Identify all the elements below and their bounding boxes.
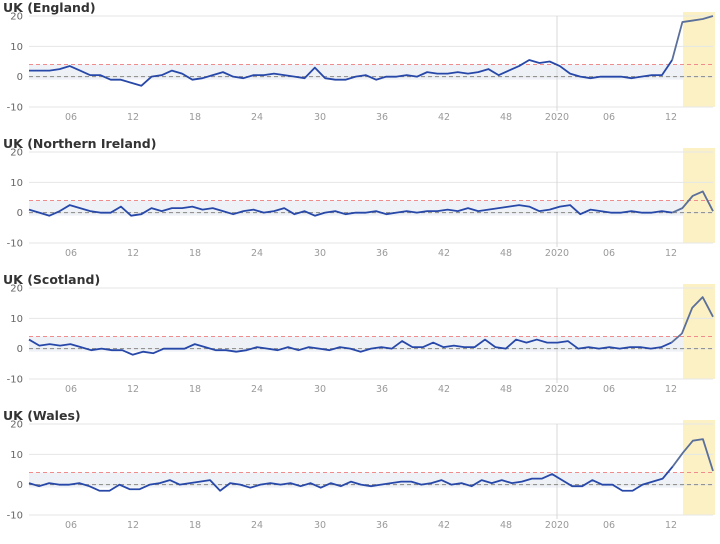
- x-tick-label: 48: [500, 520, 512, 531]
- x-tick-label: 06: [603, 112, 615, 123]
- series-line: [29, 59, 673, 87]
- y-tick-label: -10: [7, 239, 23, 250]
- y-tick-label: -10: [7, 511, 23, 522]
- panel-northern-ireland: UK (Northern Ireland) -10 0 10 20 06 12 18 24 30…: [0, 136, 720, 272]
- y-tick-label: -10: [7, 103, 23, 114]
- x-tick-label: 42: [438, 112, 450, 123]
- x-tick-label: 12: [665, 248, 677, 259]
- x-tick-label: 24: [251, 248, 263, 259]
- x-tick-label: 06: [65, 520, 77, 531]
- series-line-recent: [671, 190, 714, 214]
- x-tick-label: 48: [500, 384, 512, 395]
- panel-scotland: UK (Scotland) -10 0 10 20 06 12 18 24 30 36 42 48 20…: [0, 272, 720, 408]
- x-tick-label: 2020: [545, 112, 569, 123]
- y-tick-label: 10: [10, 450, 23, 461]
- baseline-band: [29, 200, 713, 216]
- panel-title: UK (Scotland): [3, 272, 101, 287]
- y-tick-label: 20: [10, 284, 23, 295]
- x-tick-label: 42: [438, 384, 450, 395]
- x-tick-label: 30: [314, 112, 326, 123]
- baseline-band: [29, 472, 713, 488]
- x-tick-label: 42: [438, 520, 450, 531]
- x-tick-label: 2020: [545, 520, 569, 531]
- panel-wales: UK (Wales) -10 0 10 20 06 12 18 24 30 36 42 48 2020 0…: [0, 408, 720, 544]
- y-tick-label: 20: [10, 420, 23, 431]
- x-tick-label: 12: [665, 384, 677, 395]
- y-tick-label: 20: [10, 12, 23, 23]
- x-tick-label: 18: [189, 248, 201, 259]
- chart-wales: -10 0 10 20 06 12 18 24 30 36 42 48 2020 06 12: [7, 420, 715, 531]
- y-tick-label: 0: [17, 72, 23, 83]
- x-tick-label: 06: [65, 384, 77, 395]
- highlight-region: [683, 420, 715, 515]
- x-tick-label: 24: [251, 520, 263, 531]
- x-tick-label: 12: [127, 112, 139, 123]
- chart-england: -10 0 10 20 06 12 18 24 30 36 42 48 2020 06 12: [7, 12, 715, 123]
- chart-scotland: -10 0 10 20 06 12 18 24 30 36 42 48 2020 06 12: [7, 284, 715, 395]
- x-tick-label: 36: [376, 384, 388, 395]
- x-tick-label: 30: [314, 384, 326, 395]
- x-tick-label: 2020: [545, 384, 569, 395]
- series-line: [28, 338, 672, 356]
- chart-northern-ireland: -10 0 10 20 06 12 18 24 30 36 42 48 2020 06 12: [7, 148, 715, 259]
- x-tick-label: 42: [438, 248, 450, 259]
- x-tick-label: 36: [376, 112, 388, 123]
- series-line-recent: [671, 15, 714, 61]
- x-tick-label: 48: [500, 248, 512, 259]
- series-line-recent: [672, 438, 714, 472]
- x-tick-label: 36: [376, 248, 388, 259]
- x-tick-label: 12: [127, 520, 139, 531]
- series-line: [28, 204, 673, 217]
- y-tick-label: 0: [17, 480, 23, 491]
- highlight-region: [683, 284, 715, 379]
- x-tick-label: 24: [251, 112, 263, 123]
- y-tick-label: 20: [10, 148, 23, 159]
- x-tick-label: 06: [603, 520, 615, 531]
- x-tick-label: 30: [314, 248, 326, 259]
- highlight-region: [683, 148, 715, 243]
- series-line: [28, 465, 674, 492]
- x-tick-label: 06: [65, 112, 77, 123]
- highlight-region: [683, 12, 715, 107]
- x-tick-label: 12: [127, 248, 139, 259]
- panel-england: UK (England) -10 0 10 20 06 12 18 24 30 36 42 48 202…: [0, 0, 720, 136]
- y-tick-label: 10: [10, 42, 23, 53]
- y-tick-label: 10: [10, 178, 23, 189]
- y-tick-label: 10: [10, 314, 23, 325]
- x-tick-label: 18: [189, 112, 201, 123]
- panel-title: UK (Wales): [3, 408, 81, 423]
- panel-title: UK (Northern Ireland): [3, 136, 157, 151]
- y-tick-label: -10: [7, 375, 23, 386]
- x-tick-label: 24: [251, 384, 263, 395]
- x-tick-label: 18: [189, 520, 201, 531]
- baseline-band: [29, 64, 713, 80]
- x-tick-label: 18: [189, 384, 201, 395]
- series-line-recent: [670, 296, 714, 344]
- x-tick-label: 30: [314, 520, 326, 531]
- x-tick-label: 48: [500, 112, 512, 123]
- x-tick-label: 06: [603, 384, 615, 395]
- x-tick-label: 06: [65, 248, 77, 259]
- x-tick-label: 12: [665, 520, 677, 531]
- x-tick-label: 36: [376, 520, 388, 531]
- y-tick-label: 0: [17, 344, 23, 355]
- charts-container: UK (England) -10 0 10 20 06 12 18 24 30 36 42 48 202…: [0, 0, 720, 531]
- x-tick-label: 12: [127, 384, 139, 395]
- y-tick-label: 0: [17, 208, 23, 219]
- panel-title: UK (England): [3, 0, 96, 15]
- x-tick-label: 12: [665, 112, 677, 123]
- x-tick-label: 2020: [545, 248, 569, 259]
- x-tick-label: 06: [603, 248, 615, 259]
